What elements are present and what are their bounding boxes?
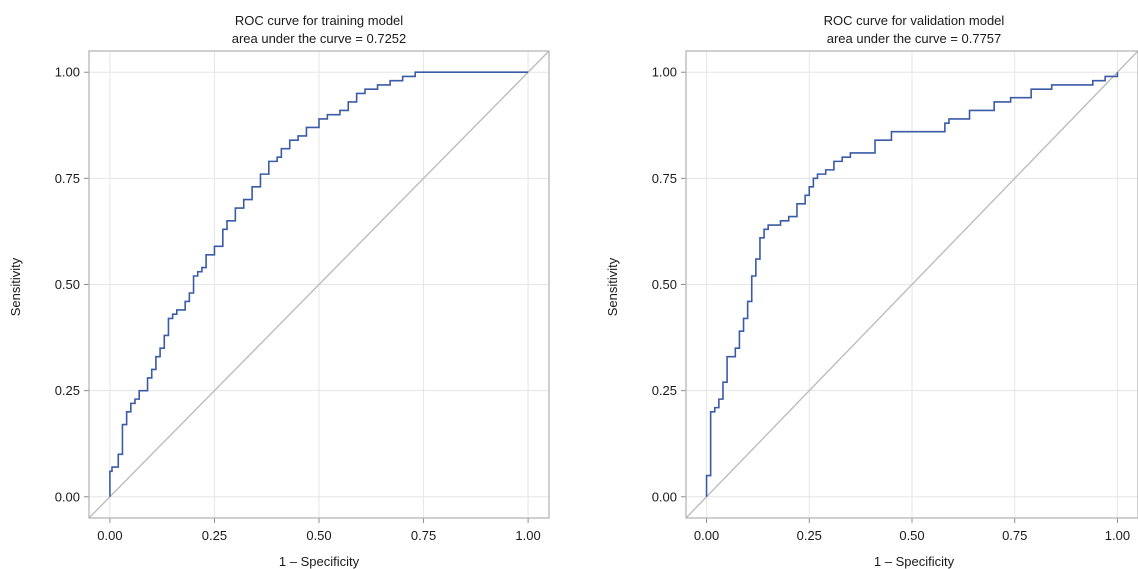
roc-curve-line xyxy=(109,71,529,497)
y-tick-label: 0.25 xyxy=(652,383,677,398)
chart-title-line1: ROC curve for training model xyxy=(235,13,403,28)
y-tick-label: 1.00 xyxy=(55,65,80,80)
x-tick-label: 0.50 xyxy=(306,528,331,543)
y-axis-label: Sensitivity xyxy=(8,257,23,316)
y-tick-label: 0.00 xyxy=(55,489,80,504)
reference-diagonal-line xyxy=(686,51,1138,518)
y-tick-label: 0.75 xyxy=(55,171,80,186)
y-tick-label: 0.50 xyxy=(652,277,677,292)
x-tick-label: 0.00 xyxy=(97,528,122,543)
training-roc-panel: ROC curve for training model area under … xyxy=(8,13,550,569)
chart-title-line2: area under the curve = 0.7252 xyxy=(232,31,407,46)
x-tick-label: 1.00 xyxy=(1105,528,1130,543)
x-tick-label: 0.75 xyxy=(1002,528,1027,543)
x-tick-label: 0.50 xyxy=(899,528,924,543)
y-axis-label: Sensitivity xyxy=(605,257,620,316)
plot-frame xyxy=(685,50,1138,519)
x-tick-label: 1.00 xyxy=(515,528,540,543)
x-axis-label: 1 – Specificity xyxy=(279,554,360,569)
x-tick-label: 0.00 xyxy=(694,528,719,543)
y-tick-label: 0.00 xyxy=(652,489,677,504)
y-tick-label: 0.50 xyxy=(55,277,80,292)
x-tick-label: 0.25 xyxy=(202,528,227,543)
x-axis-label: 1 – Specificity xyxy=(874,554,955,569)
y-tick-label: 0.25 xyxy=(55,383,80,398)
chart-title-line2: area under the curve = 0.7757 xyxy=(827,31,1002,46)
chart-title-line1: ROC curve for validation model xyxy=(824,13,1005,28)
y-tick-label: 0.75 xyxy=(652,171,677,186)
plot-frame xyxy=(88,50,550,519)
x-tick-label: 0.75 xyxy=(411,528,436,543)
y-tick-label: 1.00 xyxy=(652,65,677,80)
x-tick-label: 0.25 xyxy=(797,528,822,543)
reference-diagonal-line xyxy=(89,51,549,518)
validation-roc-panel: ROC curve for validation model area unde… xyxy=(605,13,1138,569)
roc-curve-line xyxy=(705,72,1119,497)
